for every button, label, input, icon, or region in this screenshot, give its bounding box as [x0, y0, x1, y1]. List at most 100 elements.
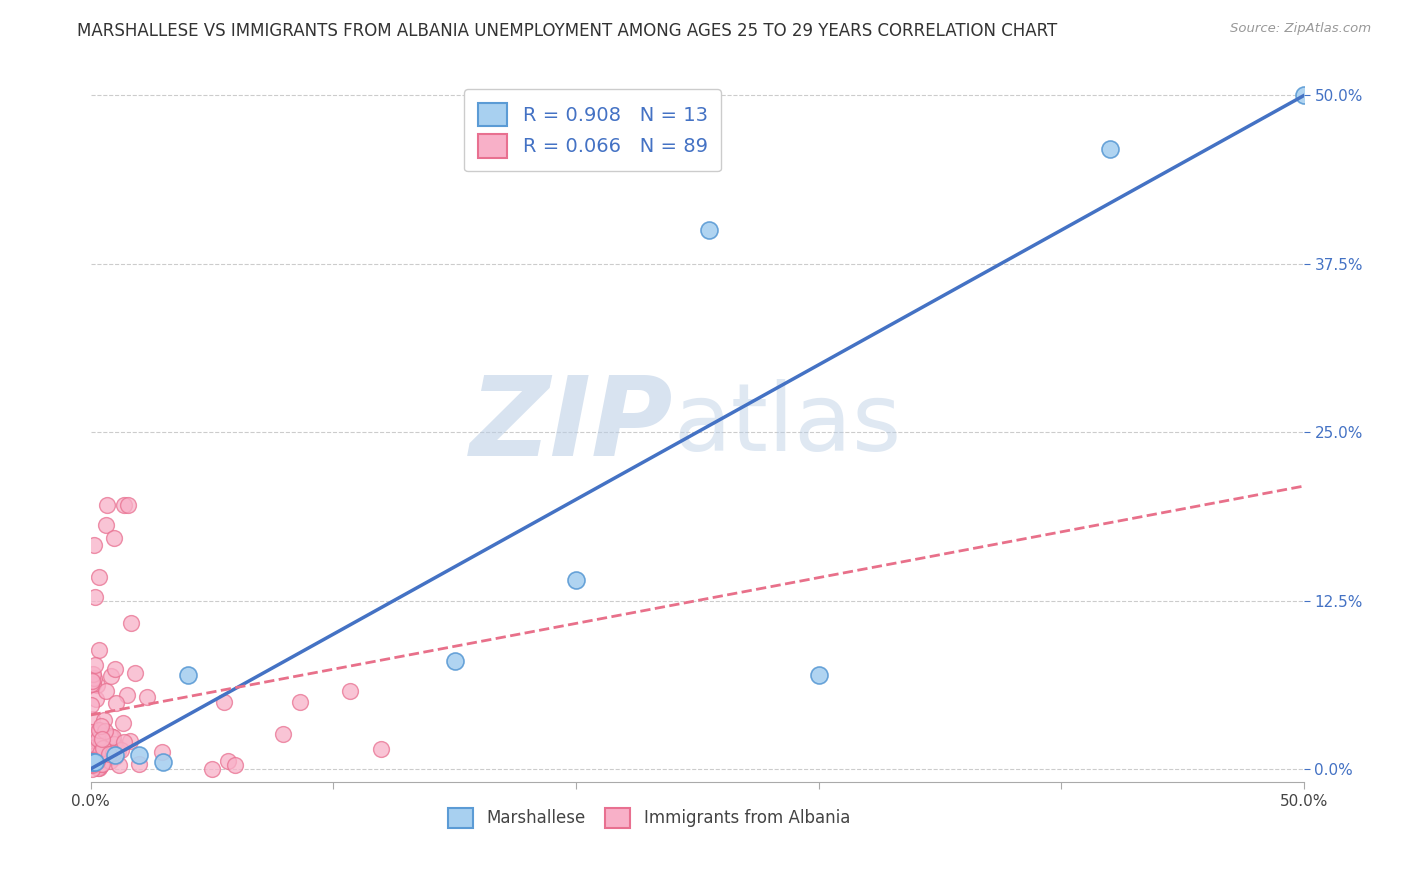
Point: [82, 755, 104, 769]
Point: [90, 756, 112, 771]
Point: [128, 757, 150, 772]
Point: [97, 747, 120, 761]
Point: [94, 747, 117, 761]
Legend: Marshallese, Immigrants from Albania: Marshallese, Immigrants from Albania: [441, 801, 856, 835]
Point: [90, 719, 112, 733]
Point: [111, 716, 134, 731]
Point: [83, 731, 105, 745]
Point: [94, 723, 117, 738]
Point: [87, 731, 110, 746]
Point: [120, 616, 142, 631]
Point: [1292, 88, 1315, 103]
Point: [101, 730, 124, 744]
Point: [100, 754, 122, 768]
Point: [1098, 142, 1121, 156]
Point: [93, 733, 115, 747]
Point: [84, 691, 107, 706]
Point: [370, 741, 392, 756]
Point: [86, 754, 108, 768]
Point: [699, 223, 721, 237]
Text: atlas: atlas: [673, 379, 901, 472]
Point: [91, 757, 114, 772]
Point: [82, 674, 104, 689]
Point: [89, 642, 111, 657]
Point: [80, 738, 103, 752]
Text: MARSHALLESE VS IMMIGRANTS FROM ALBANIA UNEMPLOYMENT AMONG AGES 25 TO 29 YEARS CO: MARSHALLESE VS IMMIGRANTS FROM ALBANIA U…: [77, 22, 1057, 40]
Point: [94, 684, 117, 698]
Point: [98, 729, 121, 743]
Point: [80, 712, 103, 726]
Point: [104, 662, 127, 676]
Text: Source: ZipAtlas.com: Source: ZipAtlas.com: [1230, 22, 1371, 36]
Point: [80, 757, 103, 772]
Point: [86, 761, 108, 775]
Point: [83, 537, 105, 551]
Point: [80, 758, 103, 772]
Point: [273, 727, 295, 741]
Point: [212, 696, 235, 710]
Point: [136, 690, 159, 705]
Point: [107, 743, 129, 757]
Text: ZIP: ZIP: [470, 372, 673, 479]
Point: [83, 671, 105, 685]
Point: [90, 735, 112, 749]
Point: [118, 733, 141, 747]
Point: [80, 725, 103, 739]
Point: [82, 676, 104, 690]
Point: [150, 745, 173, 759]
Point: [83, 590, 105, 604]
Point: [89, 759, 111, 773]
Point: [339, 683, 361, 698]
Point: [83, 658, 105, 673]
Point: [86, 735, 108, 749]
Point: [83, 754, 105, 768]
Point: [112, 498, 135, 512]
Point: [91, 740, 114, 755]
Point: [288, 695, 311, 709]
Point: [89, 762, 111, 776]
Point: [201, 762, 224, 776]
Point: [86, 754, 108, 768]
Point: [84, 755, 107, 769]
Point: [87, 723, 110, 738]
Point: [152, 755, 174, 769]
Point: [84, 748, 107, 763]
Point: [112, 735, 135, 749]
Point: [91, 747, 114, 761]
Point: [117, 688, 139, 702]
Point: [101, 730, 124, 744]
Point: [80, 677, 103, 691]
Point: [91, 732, 114, 747]
Point: [89, 747, 111, 761]
Point: [93, 714, 115, 728]
Point: [128, 748, 150, 763]
Point: [176, 667, 198, 681]
Point: [103, 737, 125, 751]
Point: [86, 749, 108, 764]
Point: [84, 754, 107, 768]
Point: [82, 757, 104, 772]
Point: [91, 739, 114, 753]
Point: [80, 698, 103, 712]
Point: [100, 669, 122, 683]
Point: [110, 742, 132, 756]
Point: [108, 758, 131, 772]
Point: [104, 748, 127, 763]
Point: [224, 758, 246, 772]
Point: [94, 728, 117, 742]
Point: [96, 499, 118, 513]
Point: [82, 755, 104, 769]
Point: [82, 666, 104, 681]
Point: [91, 743, 114, 757]
Point: [86, 678, 108, 692]
Point: [104, 696, 127, 710]
Point: [90, 731, 112, 745]
Point: [104, 750, 127, 764]
Point: [82, 762, 104, 776]
Point: [101, 746, 124, 760]
Point: [117, 499, 139, 513]
Point: [565, 574, 588, 588]
Point: [89, 723, 111, 738]
Point: [807, 667, 830, 681]
Point: [124, 666, 146, 681]
